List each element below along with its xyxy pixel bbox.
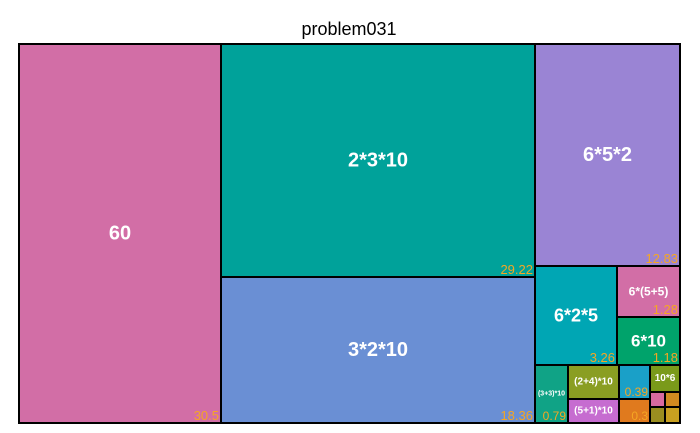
treemap-tile: 0.39 xyxy=(618,364,651,400)
tile-value: 1.18 xyxy=(653,350,678,365)
treemap-tile: (3+3)*10 0.79 xyxy=(534,364,569,424)
tile-label: 2*3*10 xyxy=(348,150,408,172)
tile-value: 12.83 xyxy=(645,251,678,266)
treemap-tile: 10*6 xyxy=(649,364,681,393)
tile-rect xyxy=(649,406,666,424)
treemap-tile xyxy=(664,391,681,408)
treemap-tile xyxy=(664,406,681,424)
tile-label: 60 xyxy=(109,223,131,245)
tile-value: 29.22 xyxy=(500,262,533,277)
tile-value: 30.5 xyxy=(194,408,219,423)
plot-border xyxy=(18,43,681,424)
tile-value: 3.26 xyxy=(590,350,615,365)
tile-rect xyxy=(220,43,536,278)
tile-label: 6*(5+5) xyxy=(629,285,669,299)
tile-rect xyxy=(534,43,681,267)
treemap-tile: 3*2*10 18.36 xyxy=(220,276,536,424)
tile-value: 0.3 xyxy=(631,409,648,423)
tile-rect xyxy=(18,43,222,424)
tile-value: 1.28 xyxy=(653,302,678,317)
tile-value: 0.39 xyxy=(625,385,649,399)
treemap-tile: 0.3 xyxy=(618,398,651,424)
tile-value: 0.79 xyxy=(543,409,567,423)
treemap-tile: 6*5*2 12.83 xyxy=(534,43,681,267)
tile-label: (2+4)*10 xyxy=(574,377,613,388)
tile-rect xyxy=(664,391,681,408)
tile-label: 10*6 xyxy=(655,373,676,384)
tile-rect xyxy=(220,276,536,424)
tile-label: (3+3)*10 xyxy=(538,391,565,398)
treemap-tiles: 6030.52*3*1029.223*2*1018.366*5*212.836*… xyxy=(18,43,681,424)
chart-title: problem031 xyxy=(301,19,396,39)
treemap-tile xyxy=(649,406,666,424)
tile-rect xyxy=(649,391,666,408)
tile-label: 6*10 xyxy=(631,332,666,351)
treemap-tile xyxy=(649,391,666,408)
tile-label: (5+1)*10 xyxy=(574,406,613,417)
treemap-tile: 2*3*10 29.22 xyxy=(220,43,536,278)
tile-rect xyxy=(534,364,569,424)
treemap-tile: (5+1)*10 xyxy=(567,398,620,424)
tile-label: 3*2*10 xyxy=(348,339,408,361)
treemap-tile: 6*(5+5) 1.28 xyxy=(616,265,681,318)
tile-rect xyxy=(664,406,681,424)
tile-rect xyxy=(616,265,681,318)
tile-label: 6*2*5 xyxy=(554,306,598,326)
treemap-tile: (2+4)*10 xyxy=(567,364,620,400)
treemap-tile: 6*101.18 xyxy=(616,316,681,366)
tile-rect xyxy=(567,398,620,424)
treemap-tile: 60 30.5 xyxy=(18,43,222,424)
tile-value: 18.36 xyxy=(500,408,533,423)
tile-label: 6*5*2 xyxy=(583,144,632,166)
treemap-tile: 6*2*5 3.26 xyxy=(534,265,618,366)
